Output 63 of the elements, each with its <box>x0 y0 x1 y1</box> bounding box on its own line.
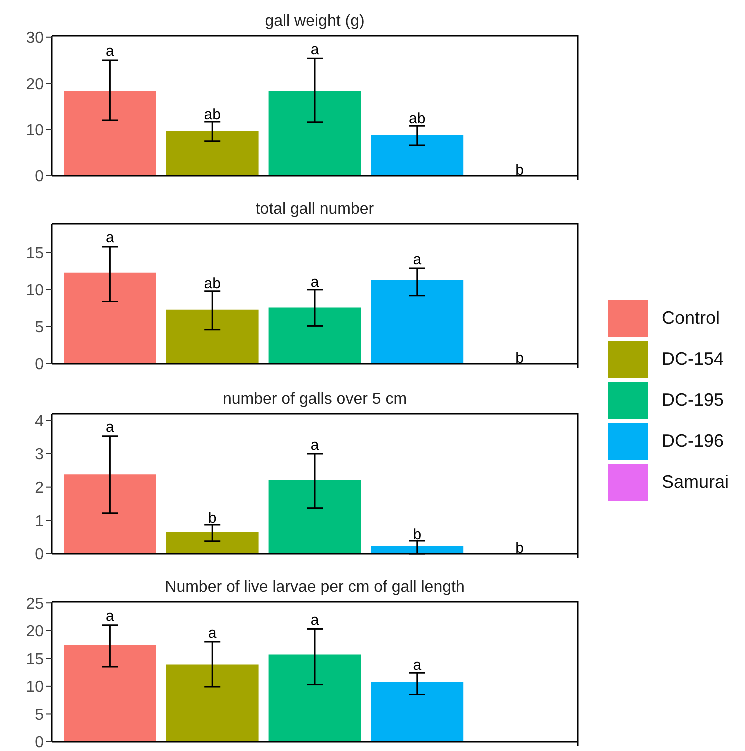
bar <box>64 645 156 742</box>
y-tick-label: 0 <box>35 168 44 186</box>
bar <box>64 90 156 176</box>
annotation: b <box>516 350 524 367</box>
y-tick-label: 15 <box>26 651 44 668</box>
annotation: ab <box>204 275 221 292</box>
y-tick-label: 5 <box>35 320 44 337</box>
bar <box>166 664 259 742</box>
y-tick-label: 2 <box>35 480 44 498</box>
annotation: a <box>310 41 320 58</box>
annotation: a <box>310 612 320 629</box>
y-tick-label: 20 <box>26 76 44 94</box>
bar <box>166 131 259 176</box>
annotation: a <box>106 418 116 436</box>
bar <box>268 480 362 554</box>
y-tick-label: 0 <box>35 734 44 751</box>
y-tick-label: 3 <box>35 446 44 464</box>
annotation: ab <box>204 106 221 124</box>
annotation: a <box>310 274 320 291</box>
annotation: b <box>516 162 524 179</box>
bar <box>166 310 259 364</box>
annotation: b <box>516 540 524 557</box>
y-tick-label: 25 <box>26 596 44 613</box>
legend-label: Control <box>662 308 720 329</box>
bar <box>371 546 464 554</box>
legend-label: DC-154 <box>662 349 724 370</box>
legend-label: DC-195 <box>662 390 724 411</box>
bar <box>268 654 362 742</box>
annotation: a <box>106 43 116 60</box>
annotation: a <box>106 608 116 625</box>
annotation: b <box>413 526 422 544</box>
annotation: b <box>208 510 217 528</box>
chart-title: gall weight (g) <box>264 13 366 31</box>
chart-title: total gall number <box>254 201 376 219</box>
bar <box>371 682 464 742</box>
bar <box>371 280 464 364</box>
legend-label: Samurai <box>662 472 730 493</box>
bar <box>64 272 156 364</box>
y-tick-label: 0 <box>35 356 44 374</box>
bar <box>268 90 362 176</box>
chart-title: number of galls over 5 cm <box>222 391 408 409</box>
y-tick-label: 20 <box>26 624 44 641</box>
y-tick-label: 10 <box>26 679 44 696</box>
bar <box>268 308 362 364</box>
y-tick-label: 4 <box>35 413 44 430</box>
annotation: a <box>413 252 422 269</box>
bar <box>371 135 464 176</box>
annotation: a <box>310 437 320 454</box>
bar <box>166 532 259 554</box>
y-tick-label: 0 <box>35 546 44 564</box>
y-tick-label: 15 <box>26 246 44 263</box>
y-tick-label: 30 <box>26 30 44 48</box>
chart-title: Number of live larvae per cm of gall length <box>164 579 466 597</box>
legend-label: DC-196 <box>662 431 724 452</box>
y-tick-label: 10 <box>26 122 44 140</box>
annotation: a <box>413 657 422 674</box>
annotation: ab <box>409 110 426 128</box>
y-tick-label: 10 <box>26 282 44 300</box>
y-tick-label: 5 <box>35 706 44 724</box>
y-tick-label: 1 <box>35 513 44 530</box>
bar <box>64 474 156 554</box>
annotation: a <box>106 230 116 247</box>
annotation: a <box>208 625 218 642</box>
